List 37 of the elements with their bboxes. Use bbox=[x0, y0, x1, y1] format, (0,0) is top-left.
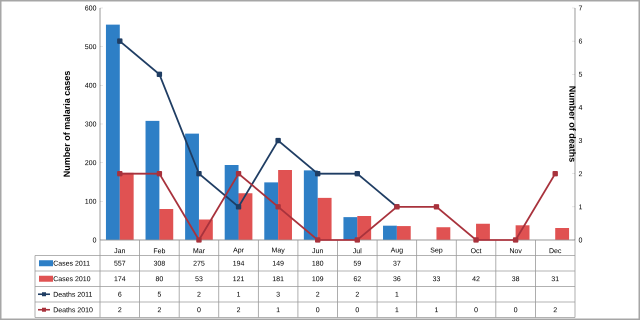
point bbox=[354, 171, 360, 176]
point bbox=[196, 171, 202, 176]
point bbox=[552, 171, 558, 176]
bar bbox=[146, 120, 160, 240]
point bbox=[275, 204, 281, 210]
point bbox=[354, 237, 360, 243]
bar bbox=[436, 227, 450, 240]
y2-axis-title: Number of deaths bbox=[569, 86, 576, 162]
bar bbox=[238, 193, 252, 240]
y-axis-title: Number of malaria cases bbox=[63, 71, 70, 177]
point bbox=[156, 171, 162, 176]
bar bbox=[278, 170, 292, 240]
point bbox=[236, 204, 242, 210]
bar bbox=[555, 228, 570, 240]
point bbox=[434, 204, 440, 210]
bar bbox=[106, 24, 120, 240]
bar bbox=[159, 209, 174, 240]
bar bbox=[396, 226, 411, 240]
point bbox=[275, 138, 281, 144]
bar bbox=[185, 134, 199, 240]
bar bbox=[476, 224, 490, 240]
point bbox=[236, 171, 242, 176]
bar bbox=[264, 182, 278, 240]
bar bbox=[343, 217, 358, 240]
bar bbox=[120, 172, 134, 240]
point bbox=[473, 237, 479, 243]
bar bbox=[318, 198, 332, 240]
point bbox=[117, 38, 122, 44]
bar bbox=[224, 164, 239, 240]
point bbox=[196, 237, 202, 243]
point bbox=[315, 171, 320, 176]
point bbox=[512, 237, 518, 243]
point bbox=[315, 237, 320, 243]
point bbox=[156, 72, 162, 77]
bar bbox=[383, 226, 397, 240]
point bbox=[117, 171, 122, 176]
bar bbox=[304, 170, 318, 240]
